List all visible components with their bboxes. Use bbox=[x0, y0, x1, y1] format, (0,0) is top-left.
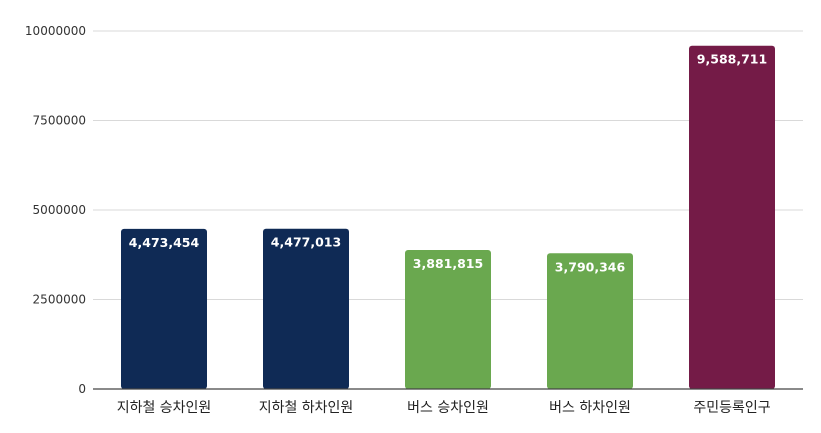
y-tick-label: 5000000 bbox=[33, 203, 86, 217]
x-category-label: 버스 하차인원 bbox=[549, 400, 631, 416]
bar-value-label: 3,790,346 bbox=[555, 259, 626, 274]
bars bbox=[121, 45, 775, 389]
bar-value-label: 9,588,711 bbox=[697, 52, 767, 67]
y-tick-label: 0 bbox=[78, 382, 86, 396]
bar-value-label: 4,477,013 bbox=[271, 235, 341, 250]
bar bbox=[263, 228, 349, 389]
x-category-label: 버스 승차인원 bbox=[407, 400, 489, 416]
data-labels: 4,473,454 4,477,013 3,881,815 3,790,346 9,58… bbox=[129, 52, 767, 275]
bar bbox=[121, 228, 207, 389]
category-labels: 지하철 승차인원 지하철 하차인원 버스 승차인원 버스 하차인원 주민등록인구 bbox=[117, 400, 771, 416]
y-tick-label: 2500000 bbox=[33, 293, 86, 307]
x-category-label: 주민등록인구 bbox=[693, 400, 770, 416]
x-category-label: 지하철 하차인원 bbox=[259, 400, 354, 416]
x-category-label: 지하철 승차인원 bbox=[117, 400, 212, 416]
bar-value-label: 4,473,454 bbox=[129, 235, 200, 250]
bar bbox=[405, 250, 491, 389]
bar-value-label: 3,881,815 bbox=[413, 256, 483, 271]
y-tick-label: 7500000 bbox=[33, 114, 86, 128]
y-tick-label: 10000000 bbox=[25, 24, 86, 38]
bar bbox=[547, 253, 633, 389]
y-axis-ticks: 0 2500000 5000000 7500000 10000000 bbox=[25, 24, 86, 396]
bar bbox=[689, 45, 775, 389]
